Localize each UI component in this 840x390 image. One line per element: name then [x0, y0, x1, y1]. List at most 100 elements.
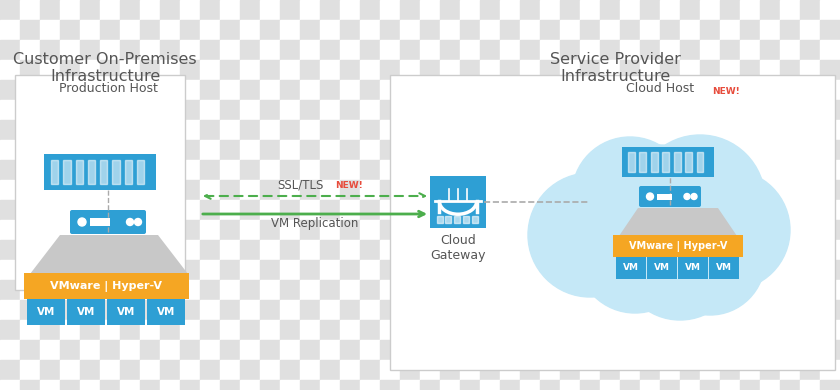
Bar [300, 160, 320, 180]
Bar [500, 160, 520, 180]
Bar [320, 60, 340, 80]
Bar [120, 120, 140, 140]
FancyBboxPatch shape [622, 147, 714, 177]
Bar [20, 240, 40, 260]
Bar [440, 120, 460, 140]
Bar [500, 60, 520, 80]
Bar [340, 120, 360, 140]
Bar [662, 152, 669, 172]
Bar [160, 80, 180, 100]
Bar [500, 20, 520, 40]
Bar [120, 260, 140, 280]
FancyBboxPatch shape [44, 154, 156, 190]
Bar [480, 100, 500, 120]
Bar [180, 160, 200, 180]
Bar [600, 140, 620, 160]
Bar [380, 120, 400, 140]
Bar [180, 300, 200, 320]
Bar [360, 320, 380, 340]
Bar [380, 340, 400, 360]
Bar [340, 220, 360, 240]
Bar [500, 180, 520, 200]
Bar [500, 140, 520, 160]
Bar [440, 240, 460, 260]
Bar [440, 280, 460, 300]
Bar [20, 200, 40, 220]
Bar [20, 380, 40, 390]
Bar [260, 160, 280, 180]
Bar [340, 260, 360, 280]
Bar [340, 300, 360, 320]
Bar [440, 200, 460, 220]
Bar [700, 180, 720, 200]
Bar [720, 20, 740, 40]
Bar [260, 380, 280, 390]
Bar [340, 60, 360, 80]
Bar [180, 260, 200, 280]
Bar [820, 240, 840, 260]
Bar [680, 240, 700, 260]
Bar [685, 152, 692, 172]
Bar [140, 80, 160, 100]
Bar [660, 160, 680, 180]
Bar [480, 240, 500, 260]
Bar [540, 120, 560, 140]
Bar [180, 240, 200, 260]
Bar [720, 120, 740, 140]
Bar [640, 280, 660, 300]
FancyBboxPatch shape [147, 299, 185, 325]
Bar [320, 120, 340, 140]
Bar [60, 260, 80, 280]
Bar [80, 20, 100, 40]
Bar [580, 20, 600, 40]
Bar [660, 300, 680, 320]
Circle shape [635, 135, 765, 265]
Bar [520, 320, 540, 340]
Bar [100, 0, 120, 20]
Bar [460, 180, 480, 200]
Bar [220, 160, 240, 180]
Bar [760, 200, 780, 220]
Bar [120, 220, 140, 240]
Bar [500, 320, 520, 340]
Bar [580, 40, 600, 60]
Bar [760, 340, 780, 360]
Bar [660, 60, 680, 80]
Bar [20, 100, 40, 120]
Bar [820, 380, 840, 390]
Bar [620, 220, 640, 240]
Bar [760, 220, 780, 240]
Bar [160, 260, 180, 280]
Bar [660, 280, 680, 300]
Bar [580, 120, 600, 140]
Bar [380, 140, 400, 160]
Bar [200, 80, 220, 100]
Bar [80, 140, 100, 160]
Bar [260, 120, 280, 140]
Bar [40, 220, 60, 240]
Bar [820, 360, 840, 380]
Bar [40, 120, 60, 140]
Bar [180, 80, 200, 100]
Bar [300, 180, 320, 200]
Bar [640, 160, 660, 180]
Bar [760, 260, 780, 280]
Bar [680, 360, 700, 380]
Bar [220, 240, 240, 260]
Bar [800, 40, 820, 60]
Bar [280, 40, 300, 60]
Bar [0, 20, 20, 40]
Bar [360, 240, 380, 260]
Bar [300, 140, 320, 160]
Bar [120, 200, 140, 220]
Bar [780, 380, 800, 390]
Bar [560, 180, 580, 200]
Polygon shape [30, 235, 188, 274]
Bar [400, 20, 420, 40]
Bar [600, 180, 620, 200]
Bar [140, 220, 160, 240]
Bar [300, 60, 320, 80]
Bar [700, 280, 720, 300]
Bar [640, 220, 660, 240]
FancyBboxPatch shape [709, 257, 739, 279]
